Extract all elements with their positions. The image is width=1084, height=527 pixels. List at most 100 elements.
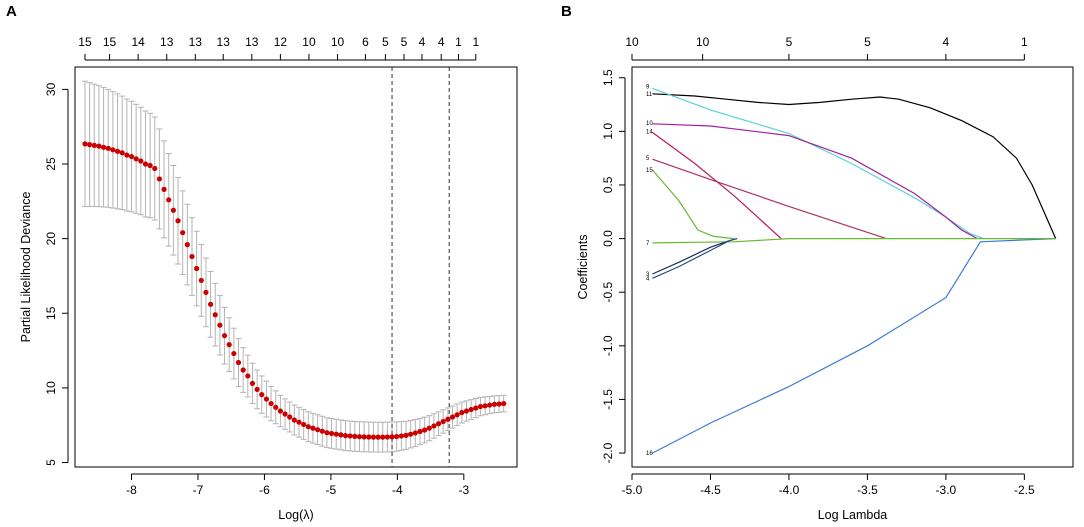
panel-b-y-tick-label: 1.5 (601, 69, 615, 86)
deviance-point (352, 433, 358, 440)
deviance-point (422, 427, 428, 433)
deviance-point (328, 430, 335, 437)
panel-letter-a: A (6, 3, 17, 20)
deviance-point (426, 425, 432, 431)
deviance-point (249, 380, 256, 387)
coefficient-label: 11 (646, 92, 653, 98)
coefficient-label: 16 (646, 451, 653, 457)
panel-b-x-tick-label: -3.0 (936, 483, 957, 497)
deviance-point (375, 434, 381, 440)
deviance-point (301, 421, 307, 428)
panel-letter-b: B (561, 3, 572, 20)
deviance-point (114, 148, 121, 154)
deviance-point (142, 161, 149, 167)
coefficient-path-4 (652, 238, 738, 279)
panel-a-top-tick-label: 4 (419, 35, 426, 49)
deviance-point (207, 301, 214, 307)
deviance-point (198, 277, 204, 284)
deviance-point (235, 359, 242, 366)
deviance-point (315, 427, 321, 433)
panel-b-x-tick-label: -5.0 (622, 483, 643, 497)
deviance-point (175, 218, 181, 224)
deviance-point (366, 434, 372, 440)
deviance-point (347, 433, 353, 439)
deviance-point (431, 423, 437, 429)
deviance-point (96, 143, 102, 149)
deviance-point (263, 396, 270, 402)
panel-a-top-tick-label: 13 (245, 35, 259, 49)
panel-b-top-tick-label: 5 (786, 35, 793, 49)
deviance-point (305, 424, 311, 430)
panel-a-x-tick-label: -8 (126, 483, 137, 497)
deviance-point (408, 431, 414, 437)
panel-b-x-tick-label: -3.5 (857, 483, 878, 497)
panel-b-coefficient-plot: -5.0 -4.5 -4.0 -3.5 -3.0 -2.5 -2.0 -1.5 -1.0 -0.5… (576, 35, 1074, 522)
panel-a-top-tick-label: 6 (362, 35, 369, 49)
deviance-point (203, 289, 209, 295)
deviance-point (468, 406, 474, 413)
coefficient-label: 4 (646, 276, 650, 282)
panel-a-top-tick-label: 13 (217, 35, 231, 49)
deviance-point (454, 412, 460, 418)
coefficient-label: 5 (646, 156, 650, 162)
deviance-point (226, 342, 232, 348)
deviance-point (463, 408, 470, 414)
deviance-point (333, 431, 339, 437)
coefficient-label: 14 (646, 129, 653, 135)
deviance-point (291, 417, 297, 423)
deviance-point (91, 142, 97, 148)
panel-b-top-tick-label: 1 (1021, 35, 1028, 49)
panel-a-top-tick-label: 1 (455, 35, 462, 49)
deviance-point (459, 409, 465, 416)
deviance-point (501, 400, 507, 407)
coefficient-path-15 (651, 169, 735, 240)
panel-b-x-tick-label: -4.0 (779, 483, 800, 497)
panel-a-top-tick-label: 4 (438, 35, 445, 49)
panel-b-top-tick-label: 4 (943, 35, 950, 49)
deviance-point (440, 418, 446, 425)
deviance-point (473, 405, 479, 411)
deviance-point (105, 145, 111, 151)
panel-a-top-tick-label: 13 (160, 35, 174, 49)
panel-b-y-axis-title: Coefficients (576, 234, 590, 299)
deviance-point (124, 152, 130, 158)
deviance-point (477, 403, 484, 410)
panel-b-y-tick-label: -1.0 (601, 335, 615, 356)
coefficient-path-5 (652, 158, 887, 240)
panel-a-top-tick-label: 10 (302, 35, 316, 49)
deviance-point (412, 430, 418, 436)
deviance-point (482, 403, 488, 409)
panel-a-top-tick-label: 13 (189, 35, 203, 49)
panel-a-y-tick-label: 25 (44, 157, 58, 171)
deviance-point (384, 434, 390, 440)
deviance-point (496, 401, 502, 407)
deviance-point (166, 197, 172, 203)
deviance-point (361, 434, 367, 440)
coefficient-path-3 (652, 238, 738, 275)
deviance-point (170, 207, 176, 213)
deviance-point (217, 322, 223, 328)
deviance-point (273, 404, 279, 410)
deviance-point (119, 150, 125, 156)
panel-a-x-tick-label: -3 (458, 483, 469, 497)
panel-a-top-tick-label: 14 (131, 35, 145, 49)
panel-a-x-axis-title: Log(λ) (278, 508, 313, 522)
panel-a-top-tick-label: 5 (382, 35, 389, 49)
panel-b-x-axis-title: Log Lambda (818, 508, 888, 522)
panel-a-plot-frame (74, 66, 518, 468)
coefficient-path-10 (652, 123, 978, 240)
panel-b-y-tick-label: -0.5 (601, 282, 615, 303)
deviance-point (449, 414, 456, 420)
deviance-point (212, 312, 218, 318)
panel-a-y-axis-title: Partial Likelihood Deviance (19, 192, 33, 343)
panel-a-x-tick-label: -4 (392, 483, 403, 497)
deviance-point (287, 414, 293, 420)
panel-b-top-tick-label: 10 (625, 35, 639, 49)
deviance-point (231, 350, 237, 357)
coefficient-path-11 (652, 93, 1057, 239)
panel-a-x-tick-label: -7 (193, 483, 204, 497)
panel-a-x-tick-label: -5 (326, 483, 337, 497)
deviance-point (254, 386, 260, 392)
